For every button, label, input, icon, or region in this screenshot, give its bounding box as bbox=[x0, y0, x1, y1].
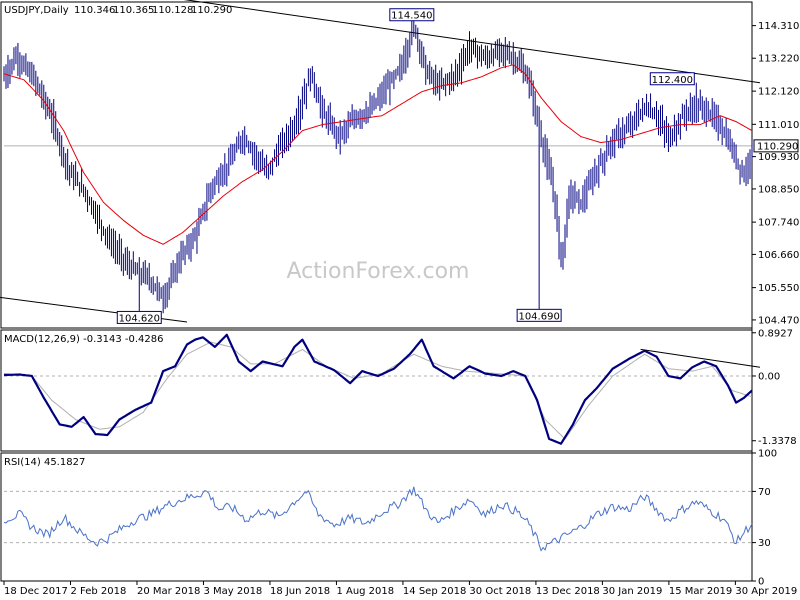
x-tick-label-5: 1 Aug 2018 bbox=[336, 586, 394, 597]
x-tick-label-7: 30 Oct 2018 bbox=[469, 586, 531, 597]
macd-tick-label-0: 0.8927 bbox=[758, 328, 793, 339]
x-tick-label-11: 30 Apr 2019 bbox=[735, 586, 797, 597]
price-annotation-box-0 bbox=[389, 8, 435, 22]
macd-frame bbox=[0, 329, 753, 452]
price-annotation-0: 114.540 bbox=[391, 11, 432, 22]
price-low: 110.128 bbox=[152, 5, 193, 16]
price-annotation-box-1 bbox=[116, 310, 162, 324]
rsi-tick-label-0: 100 bbox=[758, 449, 777, 460]
rsi-frame bbox=[0, 452, 753, 582]
price-annotation-box-2 bbox=[516, 308, 562, 322]
price-panel: ActionForex.com 114.310 113.220 112.120 111… bbox=[0, 0, 799, 326]
x-tick-label-6: 14 Sep 2018 bbox=[403, 586, 466, 597]
macd-trendline-0 bbox=[640, 348, 761, 368]
price-trendline-0 bbox=[183, 0, 761, 84]
x-tick-label-9: 30 Jan 2019 bbox=[602, 586, 662, 597]
macd-tick-label-2: -1.3378 bbox=[758, 436, 797, 447]
macd-tick-label-1: 0.00 bbox=[758, 371, 780, 382]
rsi-tick-label-2: 30 bbox=[758, 538, 771, 549]
panel-frames bbox=[0, 1, 753, 582]
x-tick-label-10: 15 Mar 2019 bbox=[669, 586, 732, 597]
price-close: 110.290 bbox=[191, 5, 232, 16]
last-price-box bbox=[753, 139, 799, 153]
rsi-tick-label-3: 0 bbox=[758, 577, 764, 588]
rsi-panel: 100 70 30 0 bbox=[3, 449, 777, 588]
price-tick-label-7: 106.660 bbox=[758, 250, 799, 261]
rsi-line bbox=[3, 486, 753, 552]
price-tick-label-9: 104.470 bbox=[758, 315, 799, 326]
x-tick-label-0: 18 Dec 2017 bbox=[4, 586, 68, 597]
moving-average-line bbox=[3, 64, 753, 245]
price-tick-label-8: 105.550 bbox=[758, 283, 799, 294]
watermark: ActionForex.com bbox=[287, 259, 470, 284]
price-tick-label-5: 108.850 bbox=[758, 184, 799, 195]
x-axis: 18 Dec 2017 2 Feb 2018 20 Mar 2018 3 May 20… bbox=[3, 581, 797, 597]
price-tick-label-4: 109.930 bbox=[758, 152, 799, 163]
macd-title: MACD(12,26,9) -0.3143 -0.4286 bbox=[4, 334, 164, 345]
price-high: 110.365 bbox=[113, 5, 154, 16]
x-tick-label-4: 18 Jun 2018 bbox=[270, 586, 330, 597]
x-tick-label-2: 20 Mar 2018 bbox=[137, 586, 200, 597]
macd-signal-line bbox=[3, 341, 753, 440]
macd-panel: 0.8927 0.00 -1.3378 bbox=[3, 328, 797, 447]
price-tick-label-6: 107.740 bbox=[758, 218, 799, 229]
price-tick-label-3: 111.010 bbox=[758, 120, 799, 131]
price-open: 110.346 bbox=[74, 5, 115, 16]
price-annotation-1: 104.620 bbox=[119, 313, 160, 324]
price-annotation-box-3 bbox=[649, 72, 695, 86]
macd-line bbox=[4, 333, 753, 445]
last-price-label: 110.290 bbox=[757, 141, 798, 152]
rsi-title: RSI(14) 45.1827 bbox=[4, 457, 85, 468]
price-tick-label-0: 114.310 bbox=[758, 21, 799, 32]
price-tick-label-2: 112.120 bbox=[758, 87, 799, 98]
rsi-tick-label-1: 70 bbox=[758, 487, 771, 498]
price-annotation-3: 112.400 bbox=[652, 75, 693, 86]
price-tick-label-1: 113.220 bbox=[758, 54, 799, 65]
x-tick-label-3: 3 May 2018 bbox=[203, 586, 262, 597]
price-annotation-2: 104.690 bbox=[518, 311, 559, 322]
x-tick-label-8: 13 Dec 2018 bbox=[536, 586, 600, 597]
x-tick-label-1: 2 Feb 2018 bbox=[70, 586, 126, 597]
price-title: USDJPY,Daily bbox=[4, 5, 69, 16]
